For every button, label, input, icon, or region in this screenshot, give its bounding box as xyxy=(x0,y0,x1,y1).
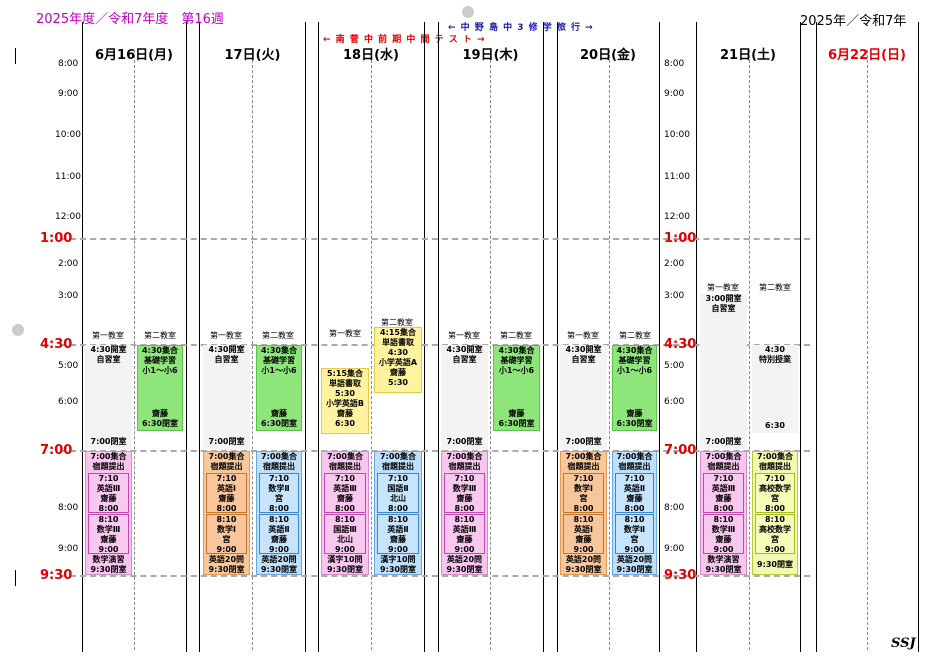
time-big: 7:00 xyxy=(664,443,697,458)
elementary-english-a-block: 4:15集合 単語書取 4:30 小学英語A 齋藤 5:30 xyxy=(374,327,422,393)
room-label: 第一教室 xyxy=(329,329,361,338)
lesson-block: 8:10 英語Ⅲ 齋藤 9:00 xyxy=(444,514,485,554)
evening-class-block: 7:00集合 宿題提出 7:10 英語Ⅲ 齋藤 8:00 8:10 数学Ⅲ 齋藤 9:00 数… xyxy=(700,451,747,575)
year-title: 2025年／令和7年 xyxy=(800,14,907,29)
time-label: 12:00 xyxy=(664,212,690,222)
special-class-block: 4:30 特別授業 6:30 xyxy=(752,345,798,433)
time-label: 5:00 xyxy=(664,361,685,371)
lesson-block: 7:10 数学Ⅱ 宮 8:00 xyxy=(259,473,299,513)
time-label: 9:00 xyxy=(664,89,685,99)
hole-punch-left xyxy=(12,324,24,336)
day-header-fri: 20日(金) xyxy=(580,48,636,63)
time-big: 4:30 xyxy=(664,337,697,352)
basic-study-block: 4:30集合 基礎学習 小1～小6 齋藤 6:30閉室 xyxy=(256,345,302,431)
room-label: 第一教室 xyxy=(448,331,480,340)
evening-class-block: 7:00集合 宿題提出 7:10 国語Ⅱ 北山 8:00 8:10 英語Ⅱ 齋藤 9:00 漢… xyxy=(374,451,422,575)
lesson-block: 7:10 高校数学宮 8:00 xyxy=(755,473,795,513)
lesson-block: 7:10 英語Ⅲ 齋藤 8:00 xyxy=(703,473,744,513)
evening-class-block: 7:00集合 宿題提出 7:10 英語Ⅰ 齋藤 8:00 8:10 数学Ⅰ 宮 9:00 英語… xyxy=(203,451,250,575)
study-room-block: 4:30開室 自習室 7:00閉室 xyxy=(441,345,488,449)
time-label: 10:00 xyxy=(55,130,81,140)
week-title: 2025年度／令和7年度 第16週 xyxy=(36,12,224,27)
time-big: 4:30 xyxy=(40,337,73,352)
time-label: 9:00 xyxy=(58,89,79,99)
lesson-block: 8:10 数学Ⅲ 齋藤 9:00 xyxy=(703,514,744,554)
room-label: 第一教室 xyxy=(210,331,242,340)
room-label: 第一教室 xyxy=(707,283,739,292)
room-label: 第二教室 xyxy=(262,331,294,340)
day-header-sun: 6月22日(日) xyxy=(827,48,907,63)
time-label: 8:00 xyxy=(58,59,79,69)
day-header-mon: 6月16日(月) xyxy=(94,48,174,63)
time-label: 8:00 xyxy=(58,503,79,513)
room-label: 第一教室 xyxy=(567,331,599,340)
hole-punch-top xyxy=(462,6,474,18)
lesson-block: 8:10 高校数学宮 9:00 xyxy=(755,514,795,554)
time-label: 6:00 xyxy=(664,397,685,407)
time-label: 9:00 xyxy=(664,544,685,554)
basic-study-block: 4:30集合 基礎学習 小1～小6 齋藤 6:30閉室 xyxy=(493,345,540,431)
day-header-wed: 18日(水) xyxy=(343,48,399,63)
study-room-block: 4:30開室 自習室 7:00閉室 xyxy=(560,345,607,449)
evening-class-block: 7:00集合 宿題提出 7:10 高校数学宮 8:00 8:10 高校数学宮 9:00 9… xyxy=(752,451,798,575)
time-big: 7:00 xyxy=(40,443,73,458)
time-label: 11:00 xyxy=(55,172,81,182)
elementary-english-b-block: 5:15集合 単語書取 5:30 小学英語B 齋藤 6:30 xyxy=(321,368,369,434)
room-label: 第二教室 xyxy=(500,331,532,340)
room-label: 第二教室 xyxy=(144,331,176,340)
time-label: 9:00 xyxy=(58,544,79,554)
room-label: 第二教室 xyxy=(619,331,651,340)
evening-class-block: 7:00集合 宿題提出 7:10 英語Ⅲ 齋藤 8:00 8:10 数学Ⅲ 齋藤 9:00 数… xyxy=(85,451,132,575)
time-label: 11:00 xyxy=(664,172,690,182)
time-label: 3:00 xyxy=(58,291,79,301)
lesson-block: 8:10 英語Ⅱ 齋藤 9:00 xyxy=(377,514,419,554)
basic-study-block: 4:30集合 基礎学習 小1～小6 齋藤 6:30閉室 xyxy=(612,345,657,431)
basic-study-block: 4:30集合 基礎学習 小1～小6 齋藤 6:30閉室 xyxy=(137,345,183,431)
evening-class-block: 7:00集合 宿題提出 7:10 英語Ⅱ 齋藤 8:00 8:10 数学Ⅱ 宮 9:00 英語… xyxy=(612,451,657,575)
day-header-tue: 17日(火) xyxy=(224,48,281,63)
lesson-block: 8:10 数学Ⅰ 宮 9:00 xyxy=(206,514,247,554)
time-label: 8:00 xyxy=(664,503,685,513)
study-room-block: 4:30開室 自習室 7:00閉室 xyxy=(85,345,132,449)
lesson-block: 7:10 数学Ⅰ 宮 8:00 xyxy=(563,473,604,513)
day-header-sat: 21日(土) xyxy=(720,48,776,63)
room-label: 第二教室 xyxy=(381,318,413,327)
time-label: 5:00 xyxy=(58,361,79,371)
time-label: 6:00 xyxy=(58,397,79,407)
evening-class-block: 7:00集合 宿題提出 7:10 数学Ⅱ 宮 8:00 8:10 英語Ⅱ 齋藤 9:00 英語… xyxy=(256,451,302,575)
lesson-block: 7:10 数学Ⅲ 齋藤 8:00 xyxy=(444,473,485,513)
lesson-block: 7:10 国語Ⅱ 北山 8:00 xyxy=(377,473,419,513)
lesson-block: 8:10 英語Ⅰ 齋藤 9:00 xyxy=(563,514,604,554)
evening-class-block: 7:00集合 宿題提出 7:10 数学Ⅲ 齋藤 8:00 8:10 英語Ⅲ 齋藤 9:00 英… xyxy=(441,451,488,575)
study-room-block: 3:00開室 自習室 7:00閉室 xyxy=(700,294,747,449)
lesson-block: 8:10 数学Ⅲ 齋藤 9:00 xyxy=(88,514,129,554)
day-header-thu: 19日(木) xyxy=(462,48,519,63)
lesson-block: 7:10 英語Ⅰ 齋藤 8:00 xyxy=(206,473,247,513)
time-big: 9:30 xyxy=(664,568,697,583)
trip-note: ← 中 野 島 中 3 修 学 旅 行 → xyxy=(448,23,594,33)
time-label: 2:00 xyxy=(664,259,685,269)
room-label: 第二教室 xyxy=(759,283,791,292)
time-big: 1:00 xyxy=(40,231,73,246)
lesson-block: 8:10 英語Ⅱ 齋藤 9:00 xyxy=(259,514,299,554)
study-room-block: 4:30開室 自習室 7:00閉室 xyxy=(203,345,250,449)
lesson-block: 7:10 英語Ⅲ 齋藤 8:00 xyxy=(88,473,129,513)
time-label: 2:00 xyxy=(58,259,79,269)
time-label: 8:00 xyxy=(664,59,685,69)
lesson-block: 8:10 国語Ⅲ 北山 9:00 xyxy=(324,514,366,554)
time-label: 3:00 xyxy=(664,291,685,301)
time-label: 10:00 xyxy=(664,130,690,140)
lesson-block: 7:10 英語Ⅱ 齋藤 8:00 xyxy=(615,473,654,513)
time-label: 12:00 xyxy=(55,212,81,222)
time-big: 9:30 xyxy=(40,568,73,583)
evening-class-block: 7:00集合 宿題提出 7:10 英語Ⅲ 齋藤 8:00 8:10 国語Ⅲ 北山 9:00 漢… xyxy=(321,451,369,575)
evening-class-block: 7:00集合 宿題提出 7:10 数学Ⅰ 宮 8:00 8:10 英語Ⅰ 齋藤 9:00 英語… xyxy=(560,451,607,575)
lesson-block: 8:10 数学Ⅱ 宮 9:00 xyxy=(615,514,654,554)
lesson-block: 7:10 英語Ⅲ 齋藤 8:00 xyxy=(324,473,366,513)
test-note: ← 南 菅 中 前 期 中 間 テ ス ト → xyxy=(323,35,486,45)
room-label: 第一教室 xyxy=(92,331,124,340)
time-big: 1:00 xyxy=(664,231,697,246)
signature: SSJ xyxy=(891,636,916,651)
